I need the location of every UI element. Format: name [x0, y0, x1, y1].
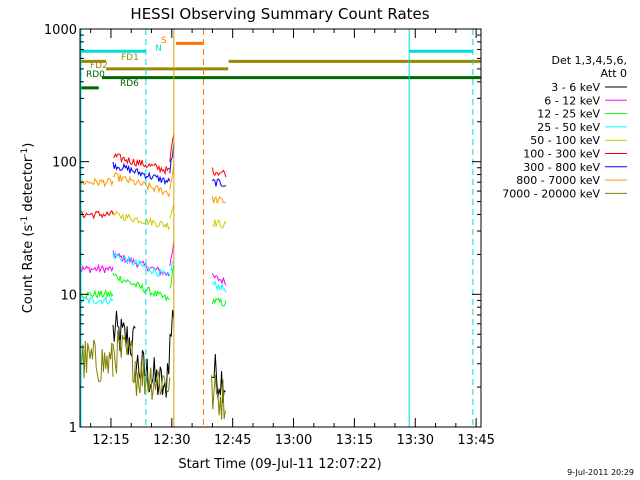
legend-label: 100 - 300 keV — [523, 148, 600, 161]
series-line — [112, 172, 171, 198]
y-tick-label: 10 — [60, 288, 77, 303]
series-line — [212, 178, 227, 187]
x-tick-label: 13:15 — [336, 433, 373, 448]
series-line — [80, 339, 114, 383]
legend-label: 12 - 25 keV — [537, 108, 600, 121]
series-line — [112, 250, 170, 277]
y-axis-label: Count Rate (s-1 detector-1) — [20, 143, 36, 314]
series-line — [112, 251, 171, 277]
legend-label: 7000 - 20000 keV — [502, 187, 600, 200]
vline-layer — [80, 29, 474, 427]
series-line — [169, 261, 174, 272]
series-line — [211, 374, 226, 420]
series-line — [112, 310, 136, 358]
series-line — [163, 309, 175, 398]
series-line — [80, 288, 114, 299]
flag-label: RD0 — [86, 70, 105, 80]
legend-label: 800 - 7000 keV — [516, 174, 600, 187]
series-line — [112, 152, 170, 176]
series-line — [112, 272, 170, 303]
legend-label: 6 - 12 keV — [544, 94, 600, 107]
x-tick-label: 12:45 — [214, 433, 251, 448]
legend-label: 300 - 800 keV — [523, 161, 600, 174]
series-line — [211, 273, 227, 286]
series-line — [112, 210, 171, 231]
flag-label: RD6 — [120, 79, 139, 89]
series-line — [169, 265, 175, 289]
series-line — [80, 177, 114, 188]
series-line — [169, 241, 175, 266]
y-axis: 1 10 100 1000 — [44, 23, 481, 436]
series-line — [169, 143, 175, 174]
flag-label: S — [161, 36, 167, 46]
x-axis-label: Start Time (09-Jul-11 12:07:22) — [178, 457, 381, 472]
x-tick-label: 13:30 — [397, 433, 434, 448]
series-line — [80, 263, 114, 274]
x-axis: 12:15 12:30 12:45 13:00 13:15 13:30 13:45 — [90, 29, 495, 448]
flag-label: FD1 — [121, 53, 139, 63]
legend-header-line2: Att 0 — [601, 67, 627, 80]
series-line — [80, 209, 114, 220]
series-line — [211, 297, 227, 307]
series-line — [112, 330, 136, 384]
series-line — [169, 134, 175, 163]
legend-label: 25 - 50 keV — [537, 121, 600, 134]
x-tick-label: 12:30 — [153, 433, 190, 448]
legend-header-line1: Det 1,3,4,5,6, — [551, 54, 627, 67]
series-line — [211, 195, 226, 204]
series-line — [112, 161, 171, 186]
series-line — [134, 359, 171, 400]
y-tick-label: 1 — [69, 421, 77, 436]
date-stamp: 9-Jul-2011 20:29 — [567, 468, 634, 477]
legend-label: 3 - 6 keV — [551, 81, 600, 94]
x-tick-label: 13:00 — [275, 433, 312, 448]
plot-layer — [80, 134, 227, 420]
series-line — [212, 219, 227, 229]
flag-label: N — [155, 44, 162, 54]
series-line — [134, 349, 165, 396]
series-line — [211, 280, 227, 293]
legend-label: 50 - 100 keV — [530, 134, 600, 147]
series-line — [169, 164, 175, 190]
flag-label: FD2 — [90, 61, 108, 71]
x-tick-label: 13:45 — [457, 433, 494, 448]
series-line — [211, 167, 227, 178]
chart-title: HESSI Observing Summary Count Rates — [130, 5, 429, 23]
plot-frame — [79, 28, 482, 428]
series-line — [169, 204, 175, 220]
y-tick-label: 100 — [52, 156, 77, 171]
x-tick-label: 12:15 — [92, 433, 129, 448]
y-tick-label: 1000 — [44, 23, 77, 38]
series-line — [80, 295, 114, 306]
